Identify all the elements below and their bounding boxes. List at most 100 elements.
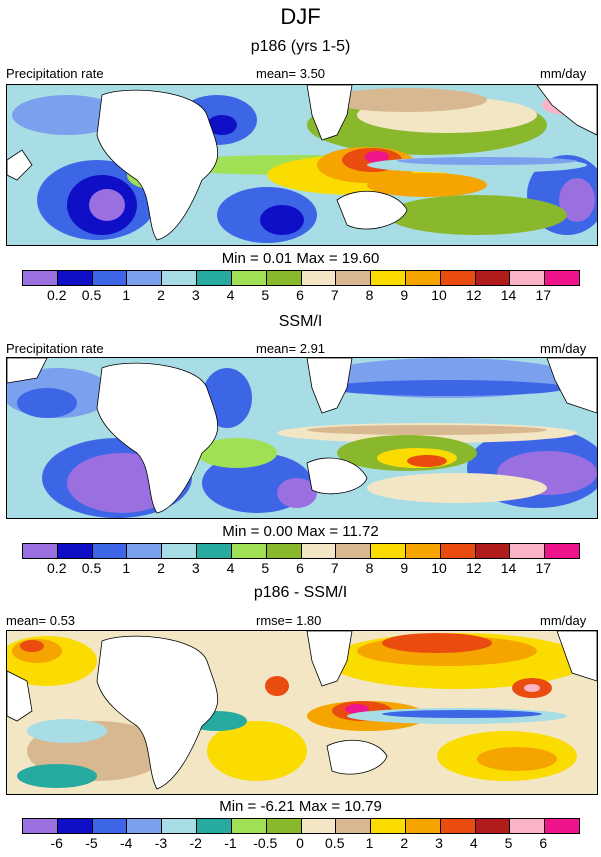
colorbar-swatch [405,819,441,833]
colorbar-swatch [92,819,128,833]
colorbar-swatch [545,544,579,558]
colorbar-tick-label: 0.5 [81,287,102,303]
colorbar-tick-label: 3 [435,835,443,851]
panel-1-map [6,84,598,246]
colorbar-swatch [23,271,58,285]
colorbar-swatch [57,819,93,833]
colorbar-tick-label: 5 [504,835,513,851]
colorbar-swatch [475,271,511,285]
colorbar-swatch [371,271,406,285]
colorbar-tick-label: 8 [365,560,374,576]
colorbar-swatch [301,271,337,285]
panel-2-colorbar [22,543,580,559]
panel-1-subtitle: p186 (yrs 1-5) [250,38,351,55]
colorbar-tick-label: 5 [261,287,270,303]
colorbar-tick-label: 17 [535,287,552,303]
panel-2-subtitle: SSM/I [278,313,323,330]
colorbar-tick-label: 1 [122,560,131,576]
panel-1-colorbar-ticks: 0.2 0.5 1 2 3 4 5 6 7 8 9 10 12 14 17 [22,287,578,303]
panel-3-minmax: Min = -6.21 Max = 10.79 [219,798,382,815]
panel-1-units-label: mm/day [540,66,587,81]
colorbar-tick-label: 12 [465,287,482,303]
colorbar-swatch [92,271,128,285]
colorbar-tick-label: 0.2 [47,560,67,576]
colorbar-tick-label: 3 [191,560,200,576]
panel-3-map [6,630,598,795]
colorbar-tick-label: -6 [50,835,63,851]
colorbar-swatch [510,819,546,833]
panel-3-mean-label: mean= 0.53 [6,613,76,628]
panel-3-units-label: mm/day [540,613,587,628]
colorbar-swatch [197,819,232,833]
colorbar-tick-label: 9 [400,560,409,576]
colorbar-tick-label: 6 [296,287,304,303]
colorbar-tick-label: -3 [154,835,168,851]
colorbar-tick-label: 14 [500,287,517,303]
colorbar-swatch [336,271,372,285]
colorbar-swatch [266,271,302,285]
colorbar-tick-label: 0.2 [47,287,67,303]
colorbar-swatch [545,271,579,285]
colorbar-swatch [127,271,163,285]
colorbar-tick-label: 5 [261,560,270,576]
colorbar-tick-label: -5 [85,835,98,851]
colorbar-tick-label: 4 [469,835,478,851]
panel-1-minmax: Min = 0.01 Max = 19.60 [221,250,380,267]
colorbar-tick-label: 1 [122,287,131,303]
colorbar-swatch [336,544,372,558]
colorbar-tick-label: 4 [226,560,235,576]
colorbar-tick-label: 2 [157,560,165,576]
panel-2-map [6,357,598,519]
colorbar-swatch [301,819,337,833]
colorbar-swatch [23,819,58,833]
panel-3-subtitle: p186 - SSM/I [253,584,348,601]
colorbar-tick-label: 6 [539,835,548,851]
panel-2-minmax: Min = 0.00 Max = 11.72 [222,523,379,540]
colorbar-tick-label: 14 [500,560,517,576]
panel-1-mean-label: mean= 3.50 [256,66,326,81]
colorbar-swatch [475,544,511,558]
colorbar-swatch [405,271,441,285]
colorbar-swatch [162,544,198,558]
colorbar-tick-label: 8 [365,287,374,303]
colorbar-swatch [92,544,128,558]
panel-2-variable-label: Precipitation rate [6,341,104,356]
colorbar-swatch [231,544,267,558]
colorbar-tick-label: 2 [400,835,409,851]
colorbar-tick-label: 7 [330,560,339,576]
colorbar-tick-label: 10 [431,287,447,303]
panel-3-colorbar [22,818,580,834]
colorbar-tick-label: 0.5 [325,835,345,851]
panel-1-variable-label: Precipitation rate [6,66,104,81]
colorbar-swatch [371,544,406,558]
colorbar-tick-label: 4 [226,287,235,303]
colorbar-swatch [266,544,302,558]
colorbar-tick-label: 1 [365,835,374,851]
panel-2-colorbar-ticks: 0.2 0.5 1 2 3 4 5 6 7 8 9 10 12 14 17 [22,560,578,576]
colorbar-tick-label: 10 [431,560,447,576]
panel-1-colorbar [22,270,580,286]
panel-2-units-label: mm/day [540,341,587,356]
colorbar-swatch [162,819,198,833]
colorbar-swatch [57,271,93,285]
colorbar-tick-label: -1 [224,835,237,851]
colorbar-swatch [405,544,441,558]
colorbar-swatch [197,544,232,558]
colorbar-swatch [545,819,579,833]
colorbar-tick-label: 12 [465,560,482,576]
colorbar-tick-label: 17 [535,560,552,576]
colorbar-swatch [510,544,546,558]
colorbar-swatch [301,544,337,558]
colorbar-tick-label: 7 [330,287,339,303]
colorbar-tick-label: 0 [296,835,304,851]
panel-3-colorbar-ticks: -6 -5 -4 -3 -2 -1 -0.5 0 0.5 1 2 3 4 5 6 [22,835,578,851]
colorbar-swatch [510,271,546,285]
colorbar-swatch [231,271,267,285]
panel-3-rmse-label: rmse= 1.80 [256,613,322,628]
colorbar-swatch [57,544,93,558]
panel-2-mean-label: mean= 2.91 [256,341,326,356]
colorbar-swatch [162,271,198,285]
figure-title: DJF [280,4,321,29]
colorbar-swatch [440,544,476,558]
colorbar-tick-label: 0.5 [81,560,102,576]
